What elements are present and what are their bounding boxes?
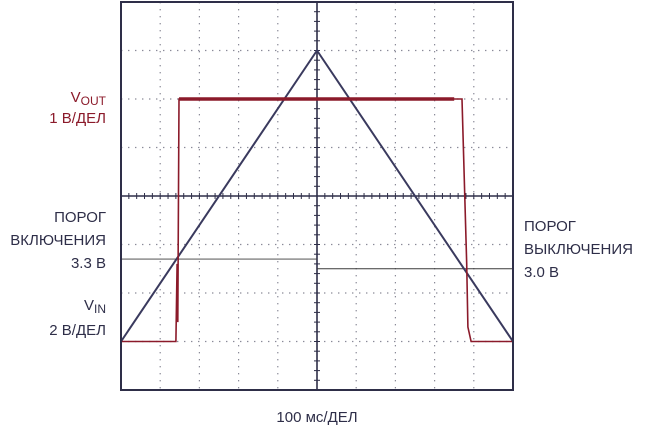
- plot-frame: [120, 1, 514, 391]
- traces: [120, 48, 514, 343]
- off-threshold-label-1: ПОРОГ: [524, 218, 576, 235]
- off-threshold-label-2: ВЫКЛЮЧЕНИЯ: [524, 241, 633, 258]
- vin-scale: 2 В/ДЕЛ: [49, 322, 106, 339]
- center-axis-ticks: [121, 2, 513, 390]
- on-threshold-label-1: ПОРОГ: [54, 209, 106, 226]
- x-axis-label: 100 мс/ДЕЛ: [276, 409, 358, 426]
- vout-scale: 1 В/ДЕЛ: [49, 110, 106, 127]
- vout-trace: [121, 98, 513, 343]
- vin-label: VIN: [83, 297, 106, 316]
- threshold-lines: [121, 258, 513, 270]
- vin-trace: [120, 48, 514, 343]
- on-threshold-label-2: ВКЛЮЧЕНИЯ: [10, 232, 106, 249]
- on-threshold-value: 3.3 В: [70, 255, 106, 272]
- vout-label: VOUT: [70, 89, 106, 108]
- off-threshold-value: 3.0 В: [524, 264, 560, 281]
